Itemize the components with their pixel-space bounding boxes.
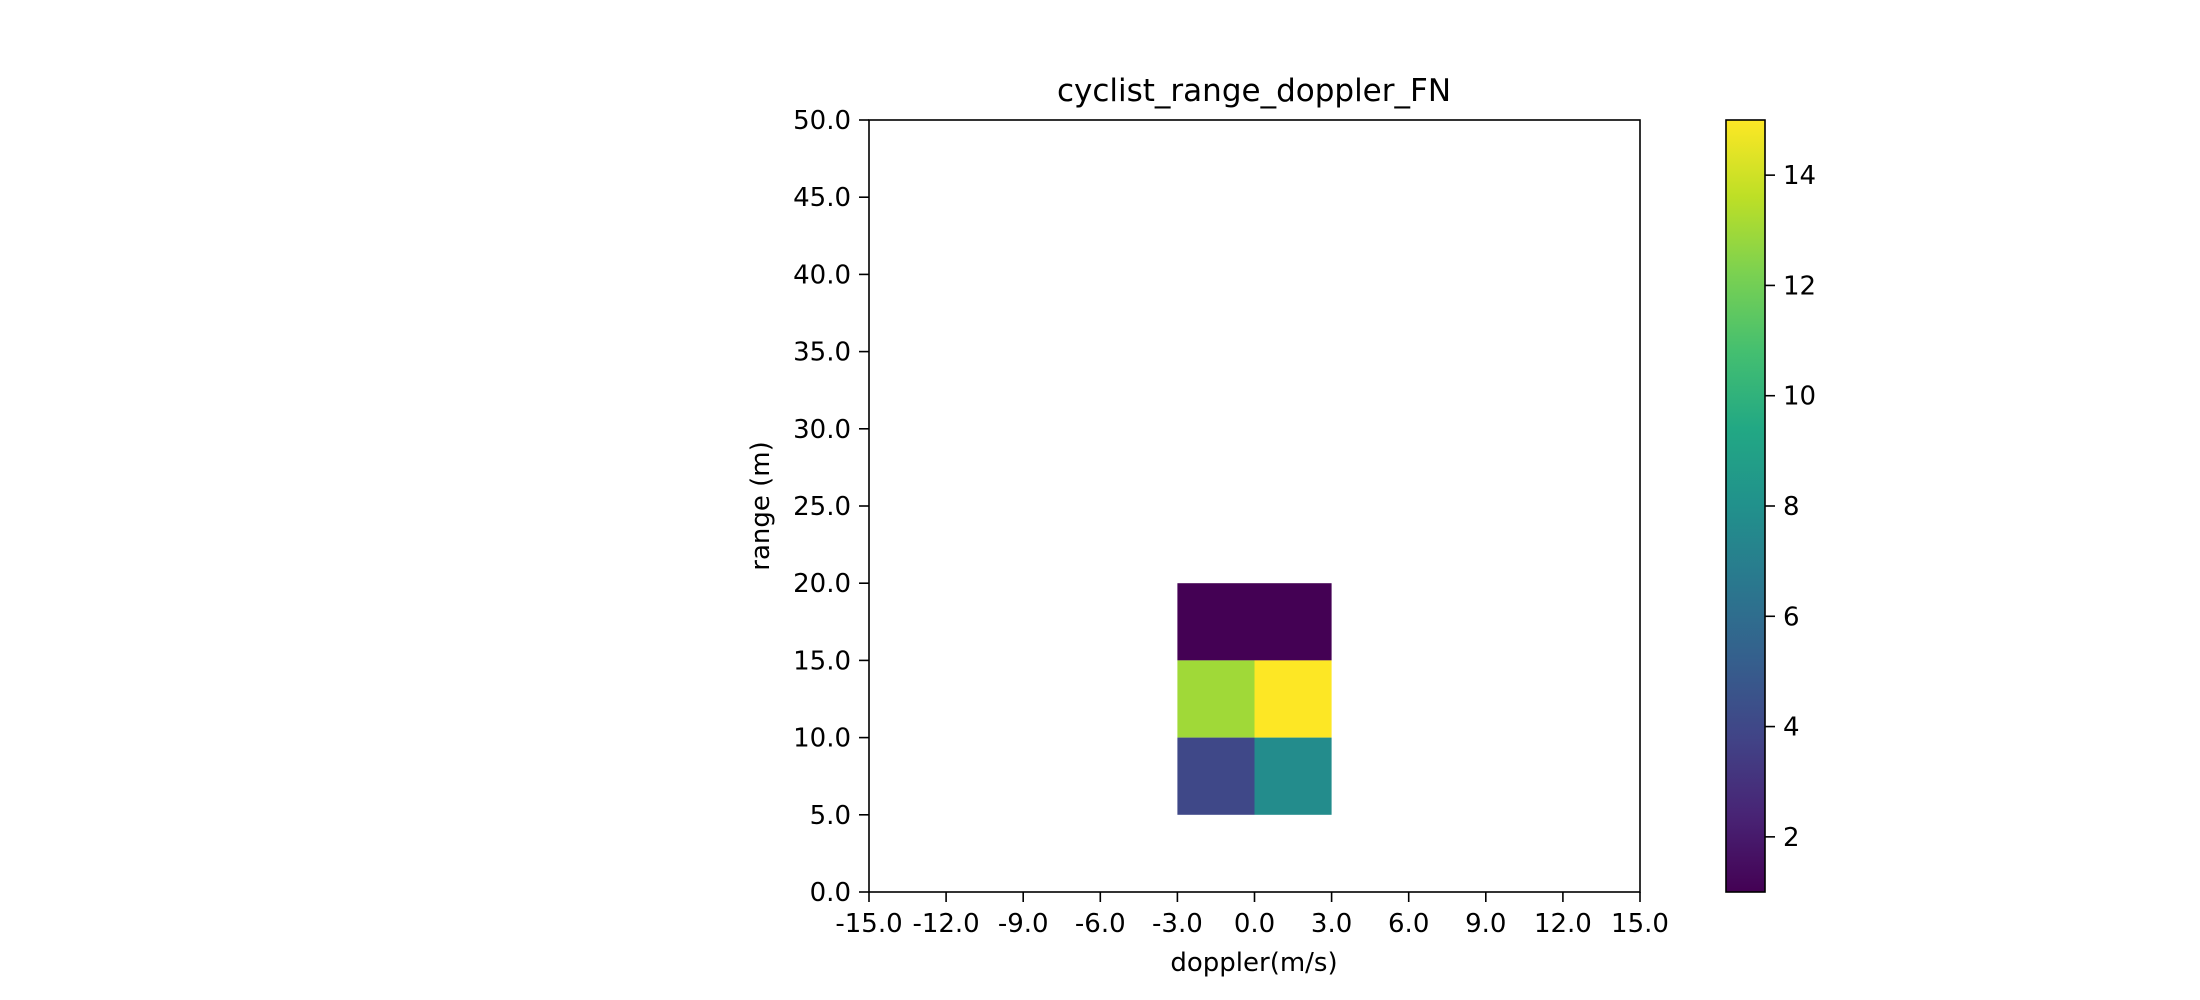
x-axis-ticks: -15.0 -12.0 -9.0 -6.0 -3.0 0.0 3.0 6.0 9.0 12.0 15… [835, 892, 1669, 939]
x-tick-label: 3.0 [1311, 909, 1352, 939]
y-axis-label: range (m) [746, 441, 776, 570]
x-tick-label: 0.0 [1234, 909, 1275, 939]
y-tick-label: 35.0 [793, 338, 851, 368]
heatmap-cell [1254, 737, 1332, 815]
y-axis-ticks: 0.0 5.0 10.0 15.0 20.0 25.0 30.0 35.0 40.0 45.0 50… [793, 106, 869, 908]
y-tick-label: 30.0 [793, 415, 851, 445]
colorbar-tick-label: 6 [1783, 602, 1800, 632]
y-tick-label: 45.0 [793, 183, 851, 213]
y-tick-label: 10.0 [793, 724, 851, 754]
colorbar-tick-label: 12 [1783, 271, 1816, 301]
colorbar-tick-label: 4 [1783, 713, 1800, 743]
y-tick-label: 5.0 [810, 801, 851, 831]
colorbar-ticks: 2 4 6 8 10 12 14 [1765, 161, 1816, 853]
colorbar [1726, 120, 1765, 892]
colorbar-tick-label: 10 [1783, 382, 1816, 412]
x-tick-label: 9.0 [1465, 909, 1506, 939]
heatmap-cell [1177, 737, 1255, 815]
x-tick-label: 12.0 [1534, 909, 1592, 939]
x-tick-label: -15.0 [835, 909, 902, 939]
y-tick-label: 20.0 [793, 569, 851, 599]
x-tick-label: -6.0 [1075, 909, 1126, 939]
heatmap-cell [1254, 660, 1332, 738]
heatmap-cell [1254, 583, 1332, 661]
colorbar-tick-label: 8 [1783, 492, 1800, 522]
y-tick-label: 0.0 [810, 878, 851, 908]
heatmap-cell [1177, 583, 1255, 661]
y-tick-label: 15.0 [793, 646, 851, 676]
heatmap-cells [1177, 583, 1332, 815]
colorbar-tick-label: 2 [1783, 823, 1800, 853]
chart-title: cyclist_range_doppler_FN [1057, 73, 1451, 109]
x-tick-label: -9.0 [998, 909, 1049, 939]
heatmap-cell [1177, 660, 1255, 738]
x-tick-label: -12.0 [912, 909, 979, 939]
x-tick-label: 6.0 [1388, 909, 1429, 939]
y-tick-label: 50.0 [793, 106, 851, 136]
y-tick-label: 40.0 [793, 260, 851, 290]
x-axis-label: doppler(m/s) [1170, 948, 1337, 978]
y-tick-label: 25.0 [793, 492, 851, 522]
colorbar-tick-label: 14 [1783, 161, 1816, 191]
x-tick-label: -3.0 [1152, 909, 1203, 939]
x-tick-label: 15.0 [1611, 909, 1669, 939]
